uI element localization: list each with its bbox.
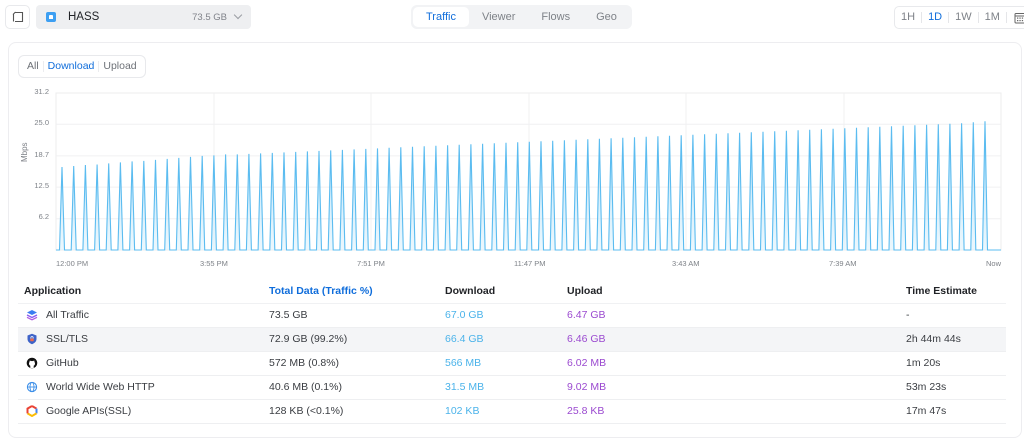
upload-value: 9.02 MB — [567, 375, 906, 400]
time-estimate: 17m 47s — [906, 399, 1006, 424]
x-tick: 12:00 PM — [56, 259, 89, 268]
github-icon — [26, 357, 38, 369]
table-row[interactable]: SSL/TLS 72.9 GB (99.2%) 66.4 GB 6.46 GB … — [18, 327, 1006, 352]
shield-lock-icon — [26, 333, 38, 345]
google-cloud-icon — [26, 405, 38, 417]
time-estimate: 2h 44m 44s — [906, 327, 1006, 352]
back-button[interactable] — [5, 5, 30, 29]
tab-flows[interactable]: Flows — [541, 11, 571, 23]
series-toggle: All Download Upload — [18, 55, 146, 78]
window-back-icon — [12, 11, 23, 23]
time-estimate: 53m 23s — [906, 375, 1006, 400]
col-upload[interactable]: Upload — [567, 280, 906, 304]
col-application[interactable]: Application — [18, 280, 269, 304]
tab-viewer[interactable]: Viewer — [481, 11, 516, 23]
total-data: 73.5 GB — [269, 303, 445, 328]
total-data: 72.9 GB (99.2%) — [269, 327, 445, 352]
x-tick: 3:55 PM — [200, 259, 228, 268]
x-tick: 7:39 AM — [829, 259, 857, 268]
time-estimate: 1m 20s — [906, 351, 1006, 376]
calendar-button[interactable] — [1007, 7, 1024, 28]
y-tick: 18.7 — [34, 150, 49, 159]
range-1w[interactable]: 1W — [949, 12, 979, 23]
applications-table: Application Total Data (Traffic %) Downl… — [18, 280, 1006, 424]
upload-value: 25.8 KB — [567, 399, 906, 424]
y-tick: 12.5 — [34, 181, 49, 190]
site-size: 73.5 GB — [192, 11, 227, 23]
x-tick: 7:51 PM — [357, 259, 385, 268]
table-row[interactable]: World Wide Web HTTP 40.6 MB (0.1%) 31.5 … — [18, 375, 1006, 400]
app-name: GitHub — [46, 357, 79, 369]
tab-traffic[interactable]: Traffic — [413, 7, 469, 27]
top-bar: HASS 73.5 GB Traffic Viewer Flows Geo 1H… — [0, 0, 1024, 36]
col-download[interactable]: Download — [445, 280, 567, 304]
site-selector[interactable]: HASS 73.5 GB — [36, 5, 251, 29]
app-name: World Wide Web HTTP — [46, 381, 155, 393]
time-estimate: - — [906, 303, 1006, 328]
table-row[interactable]: Google APIs(SSL) 128 KB (<0.1%) 102 KB 2… — [18, 399, 1006, 424]
globe-icon — [26, 381, 38, 393]
series-all[interactable]: All — [23, 61, 44, 72]
upload-value: 6.47 GB — [567, 303, 906, 328]
calendar-icon — [1014, 12, 1024, 23]
range-1h[interactable]: 1H — [895, 12, 923, 23]
app-name: All Traffic — [46, 309, 89, 321]
series-download[interactable]: Download — [44, 61, 100, 72]
series-upload[interactable]: Upload — [103, 60, 137, 72]
y-tick: 6.2 — [38, 212, 49, 221]
col-time-estimate[interactable]: Time Estimate — [906, 280, 1006, 304]
layers-icon — [26, 309, 38, 321]
range-1m[interactable]: 1M — [979, 12, 1007, 23]
x-tick: Now — [986, 259, 1002, 268]
time-range-selector: 1H 1D 1W 1M — [894, 6, 1024, 29]
table-row[interactable]: GitHub 572 MB (0.8%) 566 MB 6.02 MB 1m 2… — [18, 351, 1006, 376]
upload-value: 6.46 GB — [567, 327, 906, 352]
table-row[interactable]: All Traffic 73.5 GB 67.0 GB 6.47 GB - — [18, 303, 1006, 328]
download-area-series[interactable] — [0, 0, 1024, 270]
total-data: 128 KB (<0.1%) — [269, 399, 445, 424]
upload-value: 6.02 MB — [567, 351, 906, 376]
download-value: 66.4 GB — [445, 327, 567, 352]
y-tick: 25.0 — [34, 118, 49, 127]
range-1d[interactable]: 1D — [922, 12, 950, 23]
tab-geo[interactable]: Geo — [596, 11, 617, 23]
y-tick: 31.2 — [34, 87, 49, 96]
app-name: Google APIs(SSL) — [46, 405, 132, 417]
home-icon — [46, 12, 56, 22]
download-value: 566 MB — [445, 351, 567, 376]
total-data: 572 MB (0.8%) — [269, 351, 445, 376]
view-tabs: Traffic Viewer Flows Geo — [411, 5, 632, 29]
app-name: SSL/TLS — [46, 333, 89, 345]
site-name: HASS — [68, 11, 100, 23]
download-value: 67.0 GB — [445, 303, 567, 328]
col-total-data[interactable]: Total Data (Traffic %) — [269, 280, 445, 304]
download-value: 31.5 MB — [445, 375, 567, 400]
download-value: 102 KB — [445, 399, 567, 424]
x-tick: 3:43 AM — [672, 259, 700, 268]
x-tick: 11:47 PM — [514, 259, 546, 268]
total-data: 40.6 MB (0.1%) — [269, 375, 445, 400]
